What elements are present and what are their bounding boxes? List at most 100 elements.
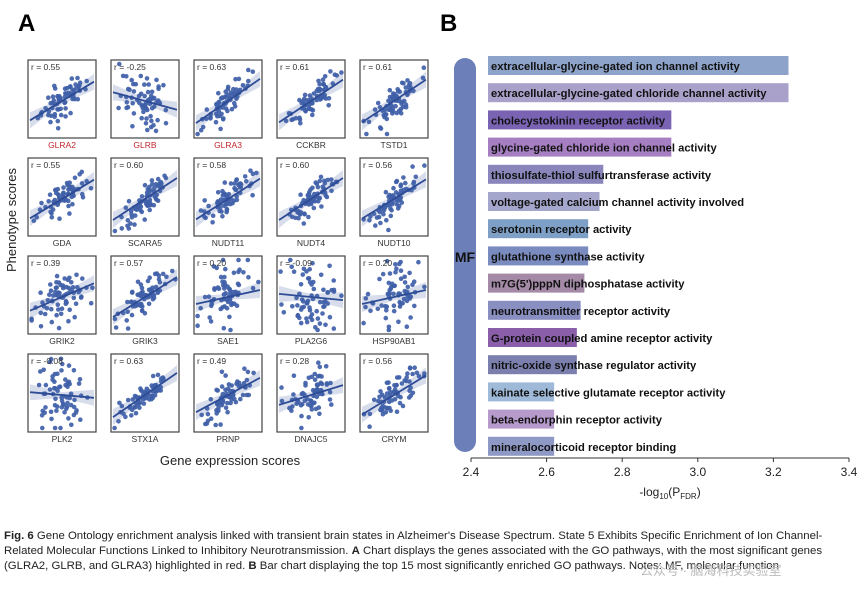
scatter-point — [233, 187, 239, 192]
caption-part2: Chart displays the genes associated with… — [4, 545, 823, 572]
scatter-point — [403, 180, 408, 186]
scatter-point — [46, 199, 51, 204]
scatter-point — [399, 381, 405, 386]
scatter-point — [306, 415, 312, 420]
scatter-point — [142, 82, 147, 87]
scatter-point — [389, 208, 394, 213]
scatter-panel-grik3: r = 0.57 GRIK3 — [110, 255, 180, 346]
scatter-point — [62, 198, 68, 203]
scatter-point — [327, 314, 333, 320]
panel-b-letter: B — [440, 10, 458, 37]
scatter-point — [372, 107, 378, 112]
scatter-point — [295, 313, 301, 319]
scatter-gene-label: NUDT10 — [377, 238, 410, 248]
scatter-point — [401, 296, 407, 302]
scatter-point — [281, 310, 287, 315]
scatter-point — [240, 392, 246, 398]
scatter-point — [142, 103, 148, 108]
scatter-point — [138, 282, 144, 287]
scatter-point — [133, 81, 139, 87]
scatter-point — [123, 414, 128, 420]
scatter-point — [31, 218, 37, 223]
scatter-point — [148, 202, 153, 208]
scatter-point — [334, 73, 340, 78]
scatter-point — [70, 87, 75, 92]
scatter-point — [256, 279, 261, 285]
scatter-point — [305, 276, 311, 281]
scatter-point — [391, 303, 397, 309]
scatter-point — [227, 314, 232, 320]
scatter-point — [38, 369, 43, 374]
scatter-point — [317, 178, 323, 184]
scatter-r-label: r = 0.20 — [363, 258, 392, 268]
scatter-point — [397, 261, 402, 267]
scatter-point — [302, 107, 307, 113]
scatter-point — [195, 131, 200, 137]
scatter-point — [131, 89, 137, 94]
scatter-point — [377, 209, 383, 215]
scatter-point — [128, 299, 134, 305]
scatter-regression-line — [278, 292, 344, 302]
scatter-point — [387, 87, 393, 93]
scatter-point — [113, 325, 119, 330]
scatter-point — [62, 410, 67, 415]
scatter-point — [219, 402, 225, 408]
scatter-point — [45, 298, 51, 303]
scatter-point — [329, 177, 334, 182]
scatter-point — [295, 303, 300, 308]
enrichment-bar — [488, 273, 585, 293]
scatter-point — [414, 370, 420, 376]
scatter-point — [410, 282, 415, 287]
enrichment-bar — [488, 83, 789, 103]
scatter-point — [326, 96, 332, 101]
scatter-point — [123, 205, 129, 210]
scatter-point — [231, 270, 237, 276]
scatter-point — [154, 271, 160, 276]
caption-part3: Bar chart displaying the top 15 most sig… — [256, 560, 779, 572]
scatter-point — [231, 86, 236, 92]
scatter-point — [309, 107, 315, 112]
scatter-point — [331, 278, 337, 283]
scatter-point — [195, 313, 200, 319]
scatter-point — [47, 292, 52, 297]
scatter-panel-scara5: r = 0.60 SCARA5 — [110, 157, 180, 248]
scatter-point — [312, 377, 318, 383]
scatter-point — [56, 293, 61, 299]
scatter-point — [329, 402, 334, 407]
scatter-point — [53, 187, 58, 193]
scatter-point — [116, 105, 121, 111]
scatter-point — [129, 215, 135, 220]
scatter-point — [323, 85, 329, 90]
scatter-gene-label: SCARA5 — [128, 238, 162, 248]
scatter-point — [407, 81, 413, 86]
scatter-point — [305, 402, 311, 407]
scatter-r-label: r = 0.56 — [363, 160, 392, 170]
scatter-panel-nudt4: r = 0.60 NUDT4 — [276, 157, 346, 248]
scatter-point — [55, 388, 60, 394]
scatter-gene-label: TSTD1 — [381, 140, 408, 150]
scatter-regression-line — [195, 78, 261, 124]
scatter-point — [55, 93, 60, 99]
scatter-point — [390, 193, 396, 198]
scatter-point — [298, 192, 303, 197]
scatter-point — [155, 176, 161, 182]
scatter-point — [398, 268, 404, 273]
scatter-point — [233, 399, 239, 405]
scatter-gene-label: GLRA3 — [214, 140, 242, 150]
scatter-point — [75, 75, 80, 81]
bar-x-tick-label: 3.4 — [841, 465, 858, 479]
scatter-point — [63, 382, 68, 388]
scatter-point — [363, 296, 369, 301]
scatter-point — [394, 409, 400, 415]
scatter-gene-label: CCKBR — [296, 140, 326, 150]
scatter-panel-crym: r = 0.56 CRYM — [359, 353, 429, 444]
scatter-point — [170, 268, 175, 274]
scatter-point — [339, 293, 344, 299]
scatter-point — [56, 325, 62, 331]
scatter-point — [127, 87, 132, 92]
scatter-point — [384, 218, 389, 223]
scatter-point — [328, 380, 333, 386]
scatter-point — [309, 317, 315, 323]
scatter-point — [396, 203, 402, 209]
scatter-point — [218, 274, 224, 280]
